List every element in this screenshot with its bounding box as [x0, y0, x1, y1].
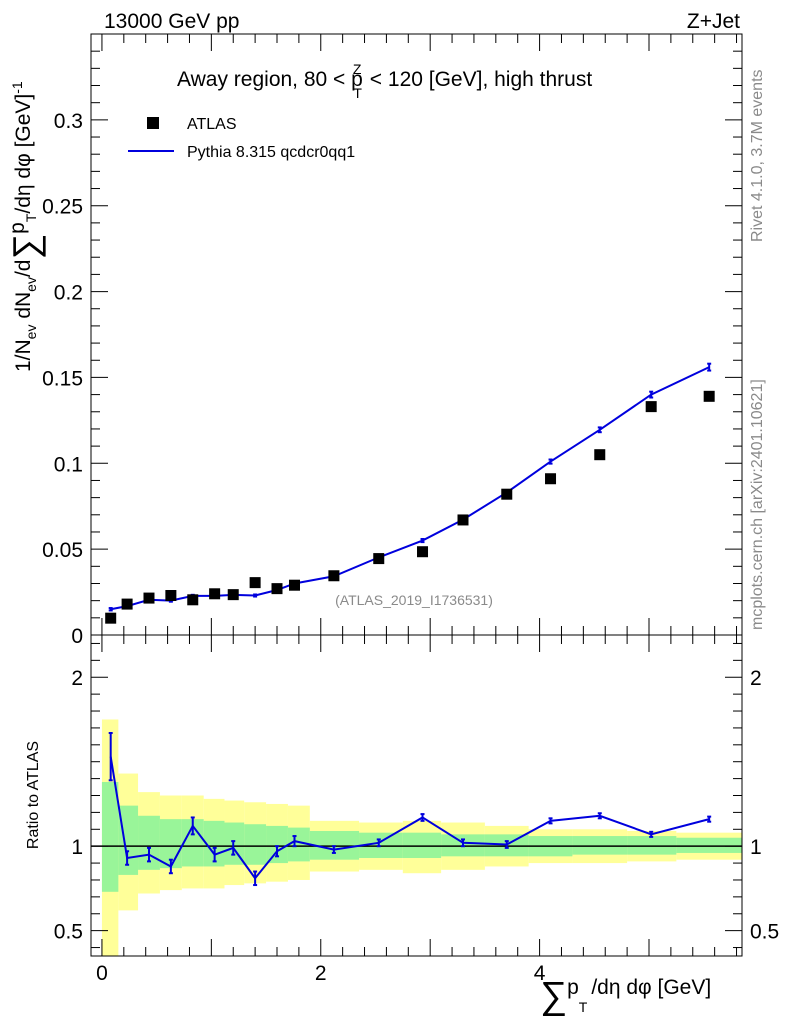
atlas-data-point — [457, 514, 469, 526]
x-tick-label: 0 — [96, 962, 108, 985]
energy-label: 13000 GeV pp — [104, 10, 239, 33]
ratio-band-inner — [266, 825, 288, 864]
ratio-band-inner — [244, 824, 267, 865]
ratio-band-inner — [402, 832, 442, 859]
main-y-tick-label: 0.15 — [42, 367, 83, 390]
ratio-band-inner — [101, 781, 119, 892]
atlas-data-point — [703, 390, 715, 402]
main-y-tick-label: 0.05 — [42, 539, 83, 562]
mc-line — [110, 366, 710, 611]
axis-ticks — [91, 34, 742, 956]
atlas-data-point — [143, 592, 155, 604]
ratio-band-inner — [224, 822, 245, 865]
x-tick-label: 2 — [315, 962, 327, 985]
legend-atlas-marker — [147, 117, 159, 129]
ratio-y-tick-label: 0.5 — [54, 921, 83, 944]
atlas-data-point — [105, 612, 117, 624]
ratio-y-tick-label-right: 1 — [750, 836, 762, 859]
atlas-data-point — [289, 579, 301, 591]
main-series — [105, 362, 715, 624]
atlas-data-point — [249, 577, 261, 589]
atlas-data-point — [594, 449, 606, 461]
rivet-label: Rivet 4.1.0, 3.7M events — [749, 69, 766, 242]
atlas-data-point — [501, 488, 513, 500]
main-y-tick-label: 0.2 — [54, 282, 83, 305]
x-tick-label: 4 — [534, 962, 546, 985]
atlas-data-point — [187, 594, 199, 606]
chart-title: Away region, 80 < pZ T < 120 [GeV], high … — [177, 61, 592, 101]
legend-pythia-label: Pythia 8.315 qcdcr0qq1 — [187, 144, 355, 161]
atlas-data-point — [209, 588, 221, 600]
ratio-band-inner — [203, 820, 225, 867]
ratio-bands — [101, 719, 742, 956]
main-y-tick-label: 0 — [71, 625, 83, 648]
ratio-y-tick-label: 1 — [71, 836, 83, 859]
main-y-tick-label: 0.3 — [54, 110, 83, 133]
ratio-band-inner — [181, 819, 204, 867]
atlas-data-point — [417, 546, 429, 558]
ratio-y-tick-label-right: 0.5 — [750, 921, 779, 944]
axis-tick-labels: 0 0.05 0.1 0.15 0.2 0.25 0.3 0 2 4 0.5 0.5 1 1 2 2 — [42, 110, 779, 985]
main-y-axis-label: 1/Nev dNev/d∑pT/dη dφ [GeV]-1 — [5, 81, 46, 372]
atlas-data-point — [545, 473, 557, 485]
atlas-data-point — [165, 590, 177, 602]
main-y-tick-label: 0.25 — [42, 196, 83, 219]
ratio-band-inner — [627, 836, 677, 855]
ratio-y-axis-label: Ratio to ATLAS — [25, 741, 42, 849]
ratio-band-inner — [676, 837, 742, 853]
atlas-data-point — [227, 589, 239, 601]
mcplots-label: mcplots.cern.ch [arXiv:2401.10621] — [749, 379, 766, 630]
atlas-data-point — [121, 598, 133, 610]
legend-atlas-label: ATLAS — [187, 116, 237, 133]
atlas-data-point — [645, 401, 657, 413]
ratio-y-tick-label: 2 — [71, 667, 83, 690]
ratio-series — [108, 731, 712, 887]
atlas-data-point — [328, 570, 340, 582]
atlas-data-point — [271, 583, 283, 595]
ratio-y-tick-label-right: 2 — [750, 667, 762, 690]
ratio-band-inner — [572, 836, 628, 855]
main-y-tick-label: 0.1 — [54, 453, 83, 476]
analysis-label: (ATLAS_2019_I1736531) — [335, 592, 493, 608]
atlas-data-point — [373, 553, 385, 565]
process-label: Z+Jet — [687, 10, 740, 33]
x-axis-label: ∑pT/dη dφ [GeV] — [540, 975, 711, 1017]
